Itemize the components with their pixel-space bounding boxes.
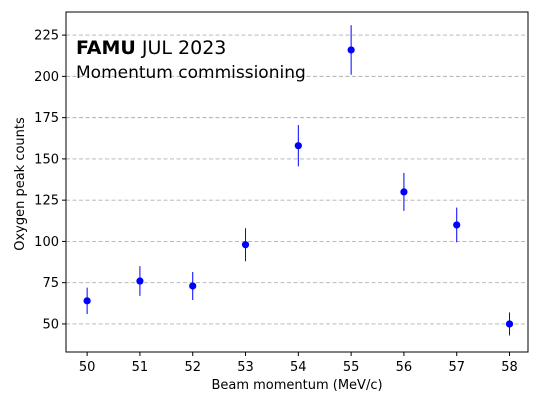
x-tick-label: 54 bbox=[290, 360, 307, 375]
data-point bbox=[347, 46, 355, 54]
plot-frame bbox=[65, 11, 529, 353]
x-axis-label: Beam momentum (MeV/c) bbox=[211, 378, 382, 393]
annotation-date: JUL 2023 bbox=[141, 37, 227, 59]
x-tick-label: 52 bbox=[184, 360, 201, 375]
x-tick-label: 50 bbox=[79, 360, 96, 375]
grid-lines bbox=[66, 34, 528, 325]
data-point bbox=[400, 188, 408, 196]
annotation-title: FAMU JUL 2023 bbox=[76, 37, 226, 59]
data-point bbox=[83, 297, 91, 305]
annotation-subtitle: Momentum commissioning bbox=[76, 63, 306, 83]
x-tick-label: 57 bbox=[448, 360, 465, 375]
data-point bbox=[453, 221, 461, 229]
data-point bbox=[241, 241, 250, 249]
y-tick-label: 125 bbox=[34, 194, 59, 209]
y-tick-label: 150 bbox=[34, 152, 59, 167]
y-tick-label: 175 bbox=[34, 111, 59, 126]
y-tick-label: 50 bbox=[42, 317, 59, 332]
y-tick-label: 100 bbox=[34, 235, 59, 250]
y-axis-ticks: 50 75 100 125 150 175 200 225 bbox=[34, 29, 66, 332]
y-tick-label: 225 bbox=[34, 29, 59, 44]
x-tick-label: 51 bbox=[132, 360, 149, 375]
data-point bbox=[189, 282, 197, 290]
annotation-experiment: FAMU bbox=[76, 37, 136, 59]
data-points bbox=[83, 46, 514, 328]
x-tick-label: 58 bbox=[501, 360, 518, 375]
y-axis-label: Oxygen peak counts bbox=[13, 117, 28, 251]
y-tick-label: 75 bbox=[42, 276, 59, 291]
data-point bbox=[136, 277, 144, 285]
y-tick-label: 200 bbox=[34, 70, 59, 85]
x-tick-label: 56 bbox=[396, 360, 413, 375]
x-tick-label: 55 bbox=[343, 360, 360, 375]
data-point bbox=[505, 320, 514, 328]
x-axis-ticks: 50 51 52 53 54 55 56 57 58 bbox=[79, 352, 518, 375]
data-point bbox=[294, 142, 302, 150]
x-tick-label: 53 bbox=[237, 360, 254, 375]
